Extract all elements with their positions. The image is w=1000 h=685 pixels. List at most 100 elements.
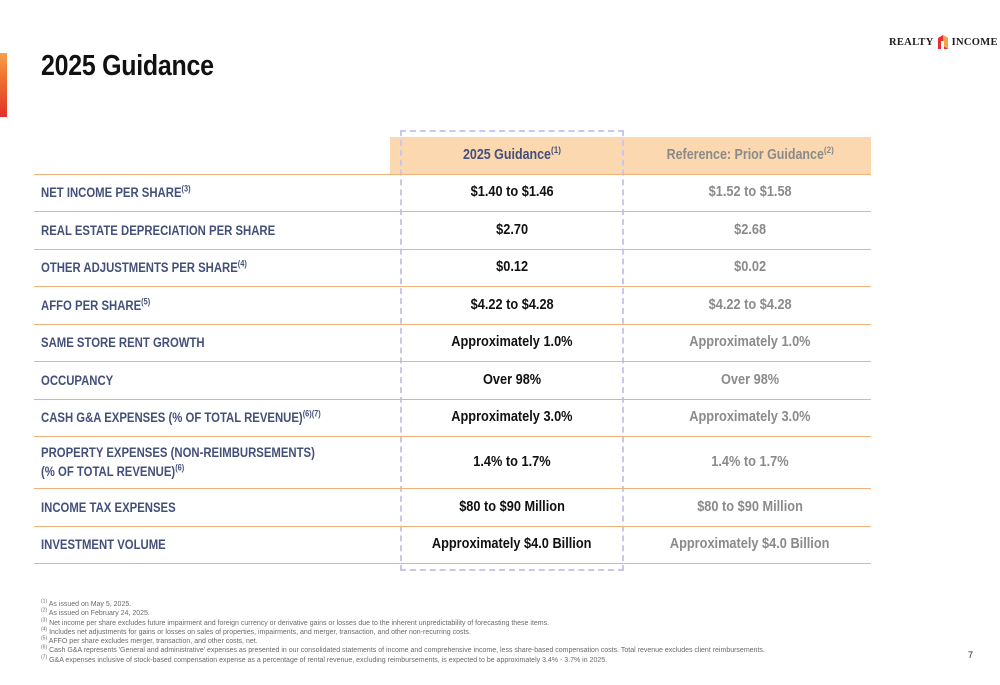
row-prior-value: Approximately 1.0% [630,333,870,352]
row-current-value: $4.22 to $4.28 [400,296,624,315]
accent-bar [0,53,7,117]
table-row: OCCUPANCY Over 98% Over 98% [0,361,1000,399]
row-current-value: Approximately 1.0% [400,333,624,352]
row-label-note: (6)(7) [302,408,321,419]
row-current-value: 1.4% to 1.7% [400,453,624,472]
row-current-value-text: Approximately 3.0% [451,409,573,425]
row-label: OCCUPANCY [41,371,113,390]
table-row: AFFO PER SHARE(5) $4.22 to $4.28 $4.22 to … [0,286,1000,324]
row-current-value: $80 to $90 Million [400,498,624,517]
row-label-text: PROPERTY EXPENSES (NON-REIMBURSEMENTS) [41,445,315,460]
footnote-text: G&A expenses inclusive of stock-based co… [49,656,608,664]
row-label-text: AFFO PER SHARE [41,297,142,313]
row-divider [34,249,871,250]
row-current-value-text: Approximately $4.0 Billion [432,536,592,552]
row-current-value: Over 98% [400,371,624,390]
footnote-number: (5) [41,635,48,642]
row-divider [34,436,871,437]
row-label-text: REAL ESTATE DEPRECIATION PER SHARE [41,222,276,238]
row-label-text: OCCUPANCY [41,372,114,388]
row-label-text: NET INCOME PER SHARE [41,185,182,200]
table-row: PROPERTY EXPENSES (NON-REIMBURSEMENTS) (%… [0,436,1000,488]
row-label: SAME STORE RENT GROWTH [41,333,205,352]
footnote: (1) As issued on May 5, 2025. [41,598,941,609]
logo-mark-icon [937,35,948,49]
table-row: OTHER ADJUSTMENTS PER SHARE(4) $0.12 $0.02 [0,249,1000,286]
row-label: INVESTMENT VOLUME [41,535,166,554]
footnotes: (1) As issued on May 5, 2025. (2) As iss… [41,598,941,665]
row-label: PROPERTY EXPENSES (NON-REIMBURSEMENTS) (%… [41,443,315,481]
footnote-number: (1) [41,598,48,605]
row-label: NET INCOME PER SHARE(3) [41,183,191,202]
footnote-text: As issued on May 5, 2025. [48,601,132,608]
row-prior-value: Approximately 3.0% [630,408,870,427]
row-prior-value: $1.52 to $1.58 [630,183,870,202]
row-current-value-text: $1.40 to $1.46 [470,184,554,200]
column-header-current-note: (1) [551,144,561,156]
row-current-value-text: $0.12 [496,259,528,275]
table-header-band [390,137,871,174]
row-divider [34,526,871,527]
row-current-value: $2.70 [400,221,624,240]
footnote: (2) As issued on February 24, 2025. [41,607,941,618]
column-header-prior-label: Reference: Prior Guidance [666,147,824,163]
row-label-note: (6) [175,462,185,473]
table-row: INVESTMENT VOLUME Approximately $4.0 Bill… [0,526,1000,563]
row-prior-value-text: $4.22 to $4.28 [708,296,792,313]
row-current-value: Approximately 3.0% [400,408,624,427]
row-prior-value: $4.22 to $4.28 [630,296,870,315]
footnote-text: As issued on February 24, 2025. [48,610,150,618]
column-header-current-label: 2025 Guidance [463,147,552,163]
footnote: (5) AFFO per share excludes merger, tran… [41,635,941,646]
row-divider [34,488,871,489]
table-row: INCOME TAX EXPENSES $80 to $90 Million $80… [0,488,1000,526]
row-prior-value: $80 to $90 Million [630,498,870,517]
row-divider [34,399,871,400]
row-label-text: SAME STORE RENT GROWTH [41,335,205,350]
row-current-value: Approximately $4.0 Billion [400,535,624,554]
footnote-number: (2) [41,607,48,614]
row-prior-value: 1.4% to 1.7% [630,453,870,472]
row-prior-value: $0.02 [630,258,870,277]
row-divider [34,286,871,287]
row-prior-value-text: 1.4% to 1.7% [711,453,789,470]
row-divider [34,211,871,212]
page-number: 7 [968,650,974,660]
column-header-current: 2025 Guidance(1) [400,137,624,174]
footnote-number: (7) [41,654,48,661]
footnote-number: (3) [41,617,48,624]
footnote-number: (6) [41,645,48,652]
table-row: SAME STORE RENT GROWTH Approximately 1.0%… [0,324,1000,361]
row-divider [34,324,871,325]
row-prior-value-text: $0.02 [734,259,766,275]
row-divider [34,174,871,175]
row-current-value-text: $4.22 to $4.28 [470,296,554,313]
footnote: (6) Cash G&A represents 'General and adm… [41,646,941,655]
footnote-text: Cash G&A represents 'General and adminis… [49,647,765,655]
row-current-value-text: $2.70 [496,221,528,238]
row-current-value-text: Over 98% [482,371,542,388]
table-row: CASH G&A EXPENSES (% OF TOTAL REVENUE)(6… [0,399,1000,436]
row-label: AFFO PER SHARE(5) [41,296,150,315]
footnote: (7) G&A expenses inclusive of stock-base… [41,654,941,665]
row-label-text: INCOME TAX EXPENSES [41,499,176,515]
row-label-note: (5) [141,296,151,306]
row-prior-value-text: Over 98% [720,371,780,388]
column-header-prior: Reference: Prior Guidance(2) [630,137,870,174]
row-current-value: $1.40 to $1.46 [400,183,624,202]
row-prior-value-text: Approximately 3.0% [689,409,811,425]
logo-text-left: REALTY [889,36,934,48]
footnote-text: AFFO per share excludes merger, transact… [48,638,258,646]
row-prior-value-text: Approximately $4.0 Billion [670,536,830,552]
row-label-text-line2: (% OF TOTAL REVENUE) [41,464,176,479]
row-label: REAL ESTATE DEPRECIATION PER SHARE [41,221,275,240]
row-prior-value: Over 98% [630,371,870,390]
row-divider [34,563,871,564]
footnote: (3) Net income per share excludes future… [41,617,941,628]
row-label: INCOME TAX EXPENSES [41,498,176,517]
row-label: CASH G&A EXPENSES (% OF TOTAL REVENUE)(6… [41,408,321,427]
footnote: (4) Includes net adjustments for gains o… [41,627,941,637]
page-title: 2025 Guidance [41,50,214,82]
row-prior-value: Approximately $4.0 Billion [630,535,870,554]
footnote-text: Includes net adjustments for gains or lo… [49,628,471,636]
